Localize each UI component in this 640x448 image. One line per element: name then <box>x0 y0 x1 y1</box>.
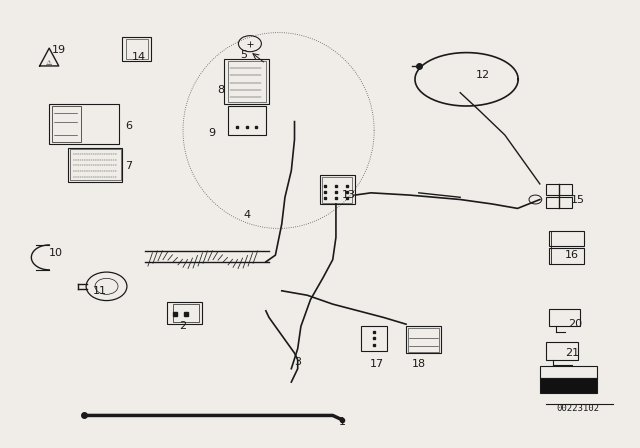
Text: 20: 20 <box>568 319 582 329</box>
Text: 12: 12 <box>476 70 490 80</box>
Text: 4: 4 <box>243 210 250 220</box>
FancyBboxPatch shape <box>540 378 597 393</box>
Text: 19: 19 <box>52 45 66 56</box>
Text: 18: 18 <box>412 359 426 369</box>
Text: 16: 16 <box>564 250 579 260</box>
Text: 9: 9 <box>208 128 215 138</box>
Text: 00223102: 00223102 <box>557 404 600 413</box>
Text: ⚠: ⚠ <box>46 60 52 66</box>
Text: 7: 7 <box>125 161 132 171</box>
Text: 2: 2 <box>179 321 186 332</box>
Text: 21: 21 <box>564 348 579 358</box>
Text: 14: 14 <box>131 52 145 62</box>
Text: 15: 15 <box>571 194 585 205</box>
Text: 1: 1 <box>339 417 346 427</box>
Text: 17: 17 <box>371 359 385 369</box>
Text: 13: 13 <box>342 190 356 200</box>
Text: 3: 3 <box>294 357 301 367</box>
Text: 5: 5 <box>240 50 247 60</box>
Text: 11: 11 <box>93 286 107 296</box>
Text: 10: 10 <box>49 248 63 258</box>
Text: 6: 6 <box>125 121 132 131</box>
Text: 8: 8 <box>218 86 225 95</box>
